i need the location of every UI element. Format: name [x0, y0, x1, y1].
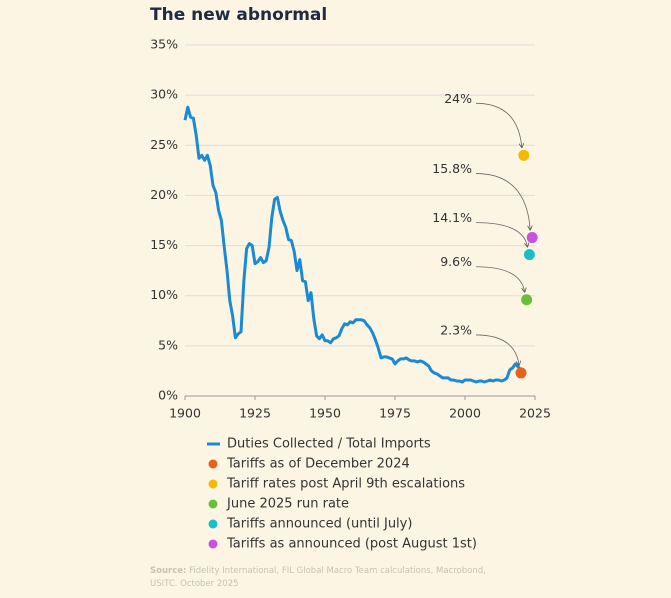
point — [526, 232, 538, 244]
data-label: 24% — [444, 91, 472, 106]
data-label: 14.1% — [432, 210, 472, 225]
legend-swatch — [208, 459, 218, 469]
point — [515, 367, 527, 379]
y-tick-label: 25% — [150, 137, 178, 152]
chart-title: The new abnormal — [150, 5, 327, 25]
legend-swatch — [208, 479, 218, 489]
x-tick-label: 1950 — [309, 406, 341, 421]
y-tick-label: 5% — [158, 337, 178, 352]
legend-swatch — [208, 519, 218, 529]
legend-swatch — [208, 539, 218, 549]
y-tick-label: 20% — [150, 187, 178, 202]
annotation-arrow — [475, 102, 522, 147]
x-tick-label: 1925 — [239, 406, 271, 421]
legend-label: Tariffs as of December 2024 — [226, 457, 410, 472]
data-label: 2.3% — [440, 322, 472, 337]
y-tick-label: 35% — [150, 37, 178, 52]
legend-label: Duties Collected / Total Imports — [227, 437, 431, 452]
source-text: Fidelity International, FIL Global Macro… — [150, 566, 486, 589]
legend-label: June 2025 run rate — [226, 497, 349, 512]
y-tick-label: 0% — [158, 388, 178, 403]
data-label: 15.8% — [432, 161, 472, 176]
point — [523, 249, 535, 261]
annotation-arrow — [475, 222, 527, 247]
legend-label: Tariffs announced (until July) — [226, 517, 412, 532]
legend-label: Tariffs as announced (post August 1st) — [226, 537, 477, 552]
annotation-arrow — [475, 173, 530, 230]
y-tick-label: 10% — [150, 287, 178, 302]
data-line — [183, 105, 523, 384]
source-label: Source: — [150, 566, 187, 576]
legend-swatch — [208, 499, 218, 509]
point — [518, 149, 530, 161]
legend-label: Tariff rates post April 9th escalations — [226, 477, 465, 492]
x-tick-label: 1900 — [169, 406, 201, 421]
x-tick-label: 1975 — [379, 406, 411, 421]
annotation-arrow — [475, 266, 525, 292]
point — [521, 294, 533, 306]
annotation-arrow — [475, 334, 519, 365]
y-tick-label: 30% — [150, 87, 178, 102]
source: Source: Fidelity International, FIL Glob… — [150, 565, 510, 591]
data-label: 9.6% — [440, 254, 472, 269]
x-tick-label: 2025 — [519, 406, 551, 421]
y-tick-label: 15% — [150, 237, 178, 252]
x-tick-label: 2000 — [449, 406, 481, 421]
